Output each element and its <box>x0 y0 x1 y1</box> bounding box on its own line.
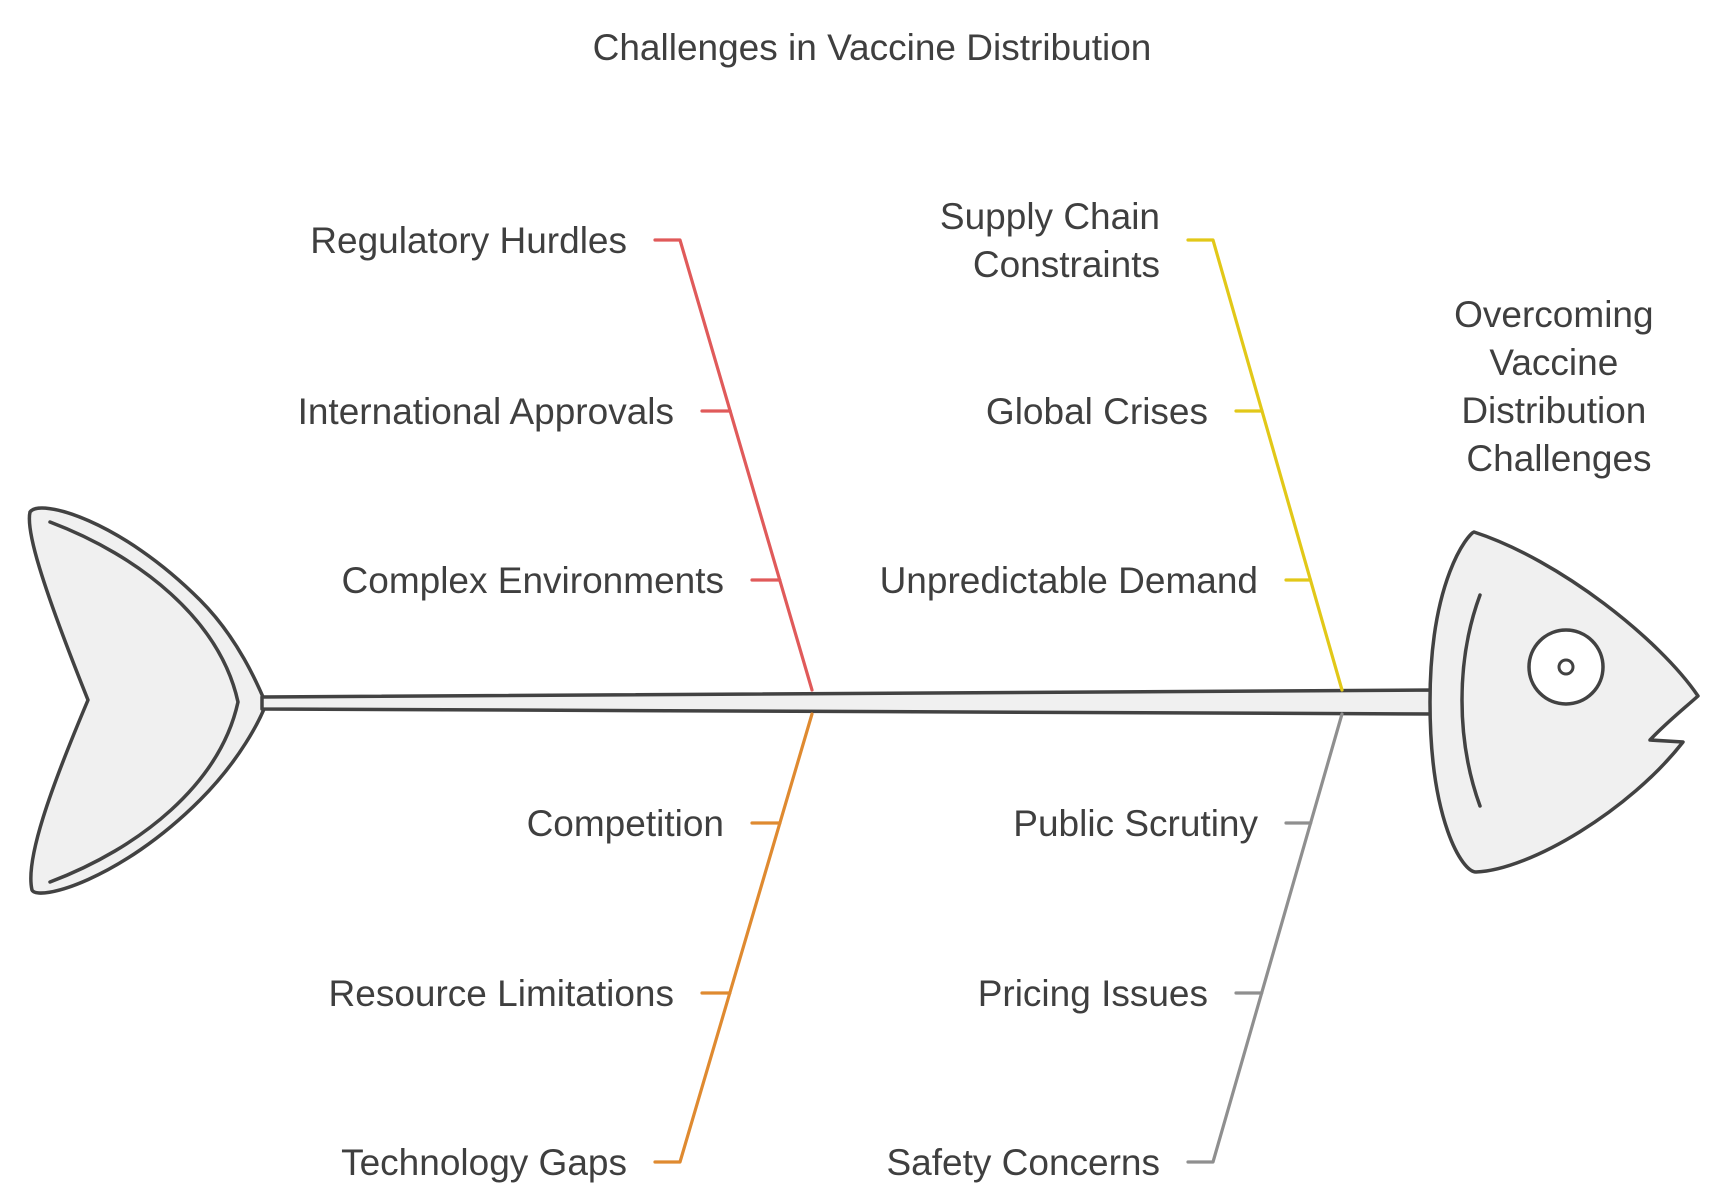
bone-lower-right <box>1186 712 1344 1164</box>
cause-label: Complex Environments <box>342 560 724 601</box>
diagram-title: Challenges in Vaccine Distribution <box>593 27 1152 68</box>
effect-label-line: Challenges <box>1466 438 1651 479</box>
cause-label-line: Supply Chain <box>940 196 1160 237</box>
effect-label-line: Distribution <box>1461 390 1646 431</box>
effect-label: Overcoming Vaccine Distribution Challeng… <box>1454 294 1664 479</box>
cause-label: Safety Concerns <box>886 1142 1160 1183</box>
cause-label-line: Constraints <box>973 244 1160 285</box>
fish-tail-inner-line <box>48 520 240 884</box>
bones-group <box>653 238 1344 1164</box>
bone-upper-right <box>1186 238 1344 692</box>
effect-label-line: Overcoming <box>1454 294 1653 335</box>
cause-label: Unpredictable Demand <box>880 560 1258 601</box>
effect-label-line: Vaccine <box>1489 342 1618 383</box>
cause-label: Regulatory Hurdles <box>310 220 627 261</box>
cause-label: International Approvals <box>298 391 674 432</box>
cause-label: Pricing Issues <box>978 973 1208 1014</box>
cause-label: Global Crises <box>986 391 1208 432</box>
cause-label: Competition <box>527 803 724 844</box>
fish-gill-line <box>1460 593 1482 808</box>
cause-label: Supply Chain Constraints <box>940 196 1160 285</box>
cause-label: Resource Limitations <box>329 973 674 1014</box>
cause-label: Technology Gaps <box>341 1142 627 1183</box>
bone-upper-left <box>653 238 814 692</box>
fish-eye-pupil <box>1557 658 1575 676</box>
fish-spine <box>260 688 1437 716</box>
cause-labels-group: Regulatory Hurdles International Approval… <box>298 196 1259 1183</box>
fish-tail <box>27 506 268 895</box>
bone-lower-left <box>653 712 814 1164</box>
cause-label: Public Scrutiny <box>1013 803 1258 844</box>
